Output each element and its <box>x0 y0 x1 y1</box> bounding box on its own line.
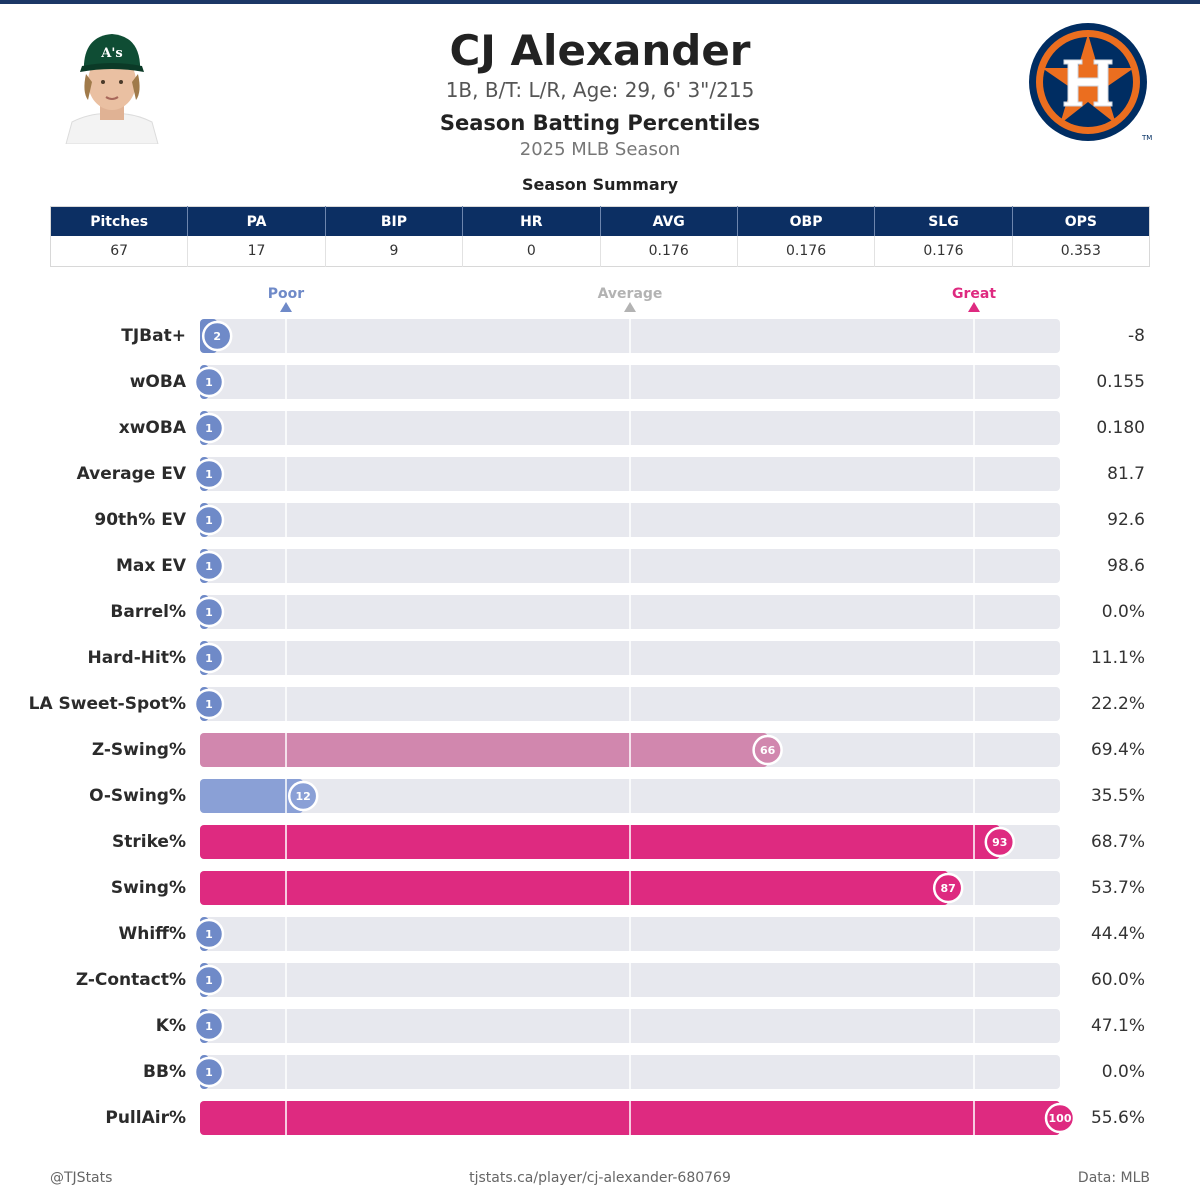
metric-label: BB% <box>143 1062 186 1082</box>
footer-url: tjstats.ca/player/cj-alexander-680769 <box>469 1170 731 1186</box>
metric-label: Barrel% <box>110 602 186 622</box>
summary-value-cell: 0.176 <box>874 236 1013 267</box>
summary-title: Season Summary <box>521 175 679 194</box>
astros-logo-icon: TM <box>1029 23 1152 142</box>
summary-value-cell: 0 <box>462 236 601 267</box>
metric-label: 90th% EV <box>94 510 186 530</box>
footer-source: Data: MLB <box>1077 1170 1150 1186</box>
metric-value: 81.7 <box>1107 464 1145 484</box>
metric-value: 0.180 <box>1096 418 1145 438</box>
percentile-track <box>200 733 1060 767</box>
scale-label-average: Average <box>597 286 663 302</box>
percentile-track <box>200 319 1060 353</box>
percentile-track <box>200 503 1060 537</box>
summary-header-cell: AVG <box>600 206 738 236</box>
metric-value: -8 <box>1128 326 1145 346</box>
chart-title: Season Batting Percentiles <box>439 111 761 135</box>
metric-value: 92.6 <box>1107 510 1145 530</box>
season-summary-table: Pitches PA BIP HR AVG OBP SLG OPS 67 17 … <box>50 206 1150 267</box>
summary-header-cell: OPS <box>1012 206 1150 236</box>
top-accent-bar <box>0 0 1200 4</box>
footer-handle: @TJStats <box>50 1170 113 1186</box>
percentile-track <box>200 871 1060 905</box>
summary-value-cell: 9 <box>325 236 464 267</box>
metric-value: 44.4% <box>1090 924 1145 944</box>
metric-label: Whiff% <box>118 924 187 944</box>
summary-header-cell: BIP <box>325 206 464 236</box>
summary-header-cell: SLG <box>874 206 1013 236</box>
percentile-track <box>200 549 1060 583</box>
player-bio: 1B, B/T: L/R, Age: 29, 6' 3"/215 <box>445 78 755 102</box>
metric-label: Max EV <box>115 556 186 576</box>
metric-label: K% <box>155 1016 186 1036</box>
metric-label: O-Swing% <box>89 786 186 806</box>
scale-label-great: Great <box>951 286 997 302</box>
metric-value: 11.1% <box>1090 648 1145 668</box>
percentile-track <box>200 595 1060 629</box>
percentile-track <box>200 779 1060 813</box>
scale-marker-average-icon <box>624 302 636 312</box>
metric-value: 0.0% <box>1101 1062 1145 1082</box>
player-headshot: A's <box>62 22 162 144</box>
metric-value: 68.7% <box>1090 832 1145 852</box>
percentile-track <box>200 687 1060 721</box>
metric-value: 35.5% <box>1090 786 1145 806</box>
summary-header-cell: Pitches <box>50 206 189 236</box>
summary-header-row: Pitches PA BIP HR AVG OBP SLG OPS <box>50 206 1150 236</box>
scale-label-poor: Poor <box>267 286 305 302</box>
metric-label: xwOBA <box>118 418 186 438</box>
metric-value: 60.0% <box>1090 970 1145 990</box>
metric-label: TJBat+ <box>121 326 186 346</box>
percentile-track <box>200 963 1060 997</box>
metric-value: 53.7% <box>1090 878 1145 898</box>
percentile-track <box>200 1009 1060 1043</box>
metric-label: Average EV <box>76 464 186 484</box>
season-label: 2025 MLB Season <box>519 139 681 160</box>
svg-text:TM: TM <box>1141 134 1152 142</box>
metric-value: 22.2% <box>1090 694 1145 714</box>
metric-label: LA Sweet-Spot% <box>28 694 186 714</box>
metric-value: 47.1% <box>1090 1016 1145 1036</box>
summary-value-cell: 17 <box>187 236 326 267</box>
metric-value: 0.155 <box>1096 372 1145 392</box>
percentile-track <box>200 411 1060 445</box>
percentile-track <box>200 457 1060 491</box>
metric-value: 98.6 <box>1107 556 1145 576</box>
percentile-track <box>200 365 1060 399</box>
percentile-track <box>200 1101 1060 1135</box>
percentile-track <box>200 641 1060 675</box>
metric-label: Swing% <box>110 878 186 898</box>
summary-header-cell: HR <box>462 206 601 236</box>
summary-value-cell: 0.176 <box>737 236 876 267</box>
summary-value-cell: 0.353 <box>1012 236 1150 267</box>
summary-value-cell: 67 <box>50 236 189 267</box>
metric-label: Hard-Hit% <box>87 648 186 668</box>
summary-value-cell: 0.176 <box>600 236 738 267</box>
summary-value-row: 67 17 9 0 0.176 0.176 0.176 0.353 <box>50 236 1150 267</box>
summary-header-cell: OBP <box>737 206 876 236</box>
metric-value: 55.6% <box>1090 1108 1145 1128</box>
metric-value: 0.0% <box>1101 602 1145 622</box>
percentile-track <box>200 1055 1060 1089</box>
metric-label: Z-Swing% <box>91 740 186 760</box>
percentile-track <box>200 917 1060 951</box>
metric-label: PullAir% <box>105 1108 186 1128</box>
svg-text:A's: A's <box>100 46 122 61</box>
metric-label: Strike% <box>112 832 186 852</box>
percentile-track <box>200 825 1060 859</box>
player-name: CJ Alexander <box>449 26 751 75</box>
metric-label: wOBA <box>129 372 186 392</box>
summary-header-cell: PA <box>187 206 326 236</box>
metric-label: Z-Contact% <box>75 970 186 990</box>
scale-marker-great-icon <box>968 302 980 312</box>
metric-value: 69.4% <box>1090 740 1145 760</box>
scale-marker-poor-icon <box>280 302 292 312</box>
